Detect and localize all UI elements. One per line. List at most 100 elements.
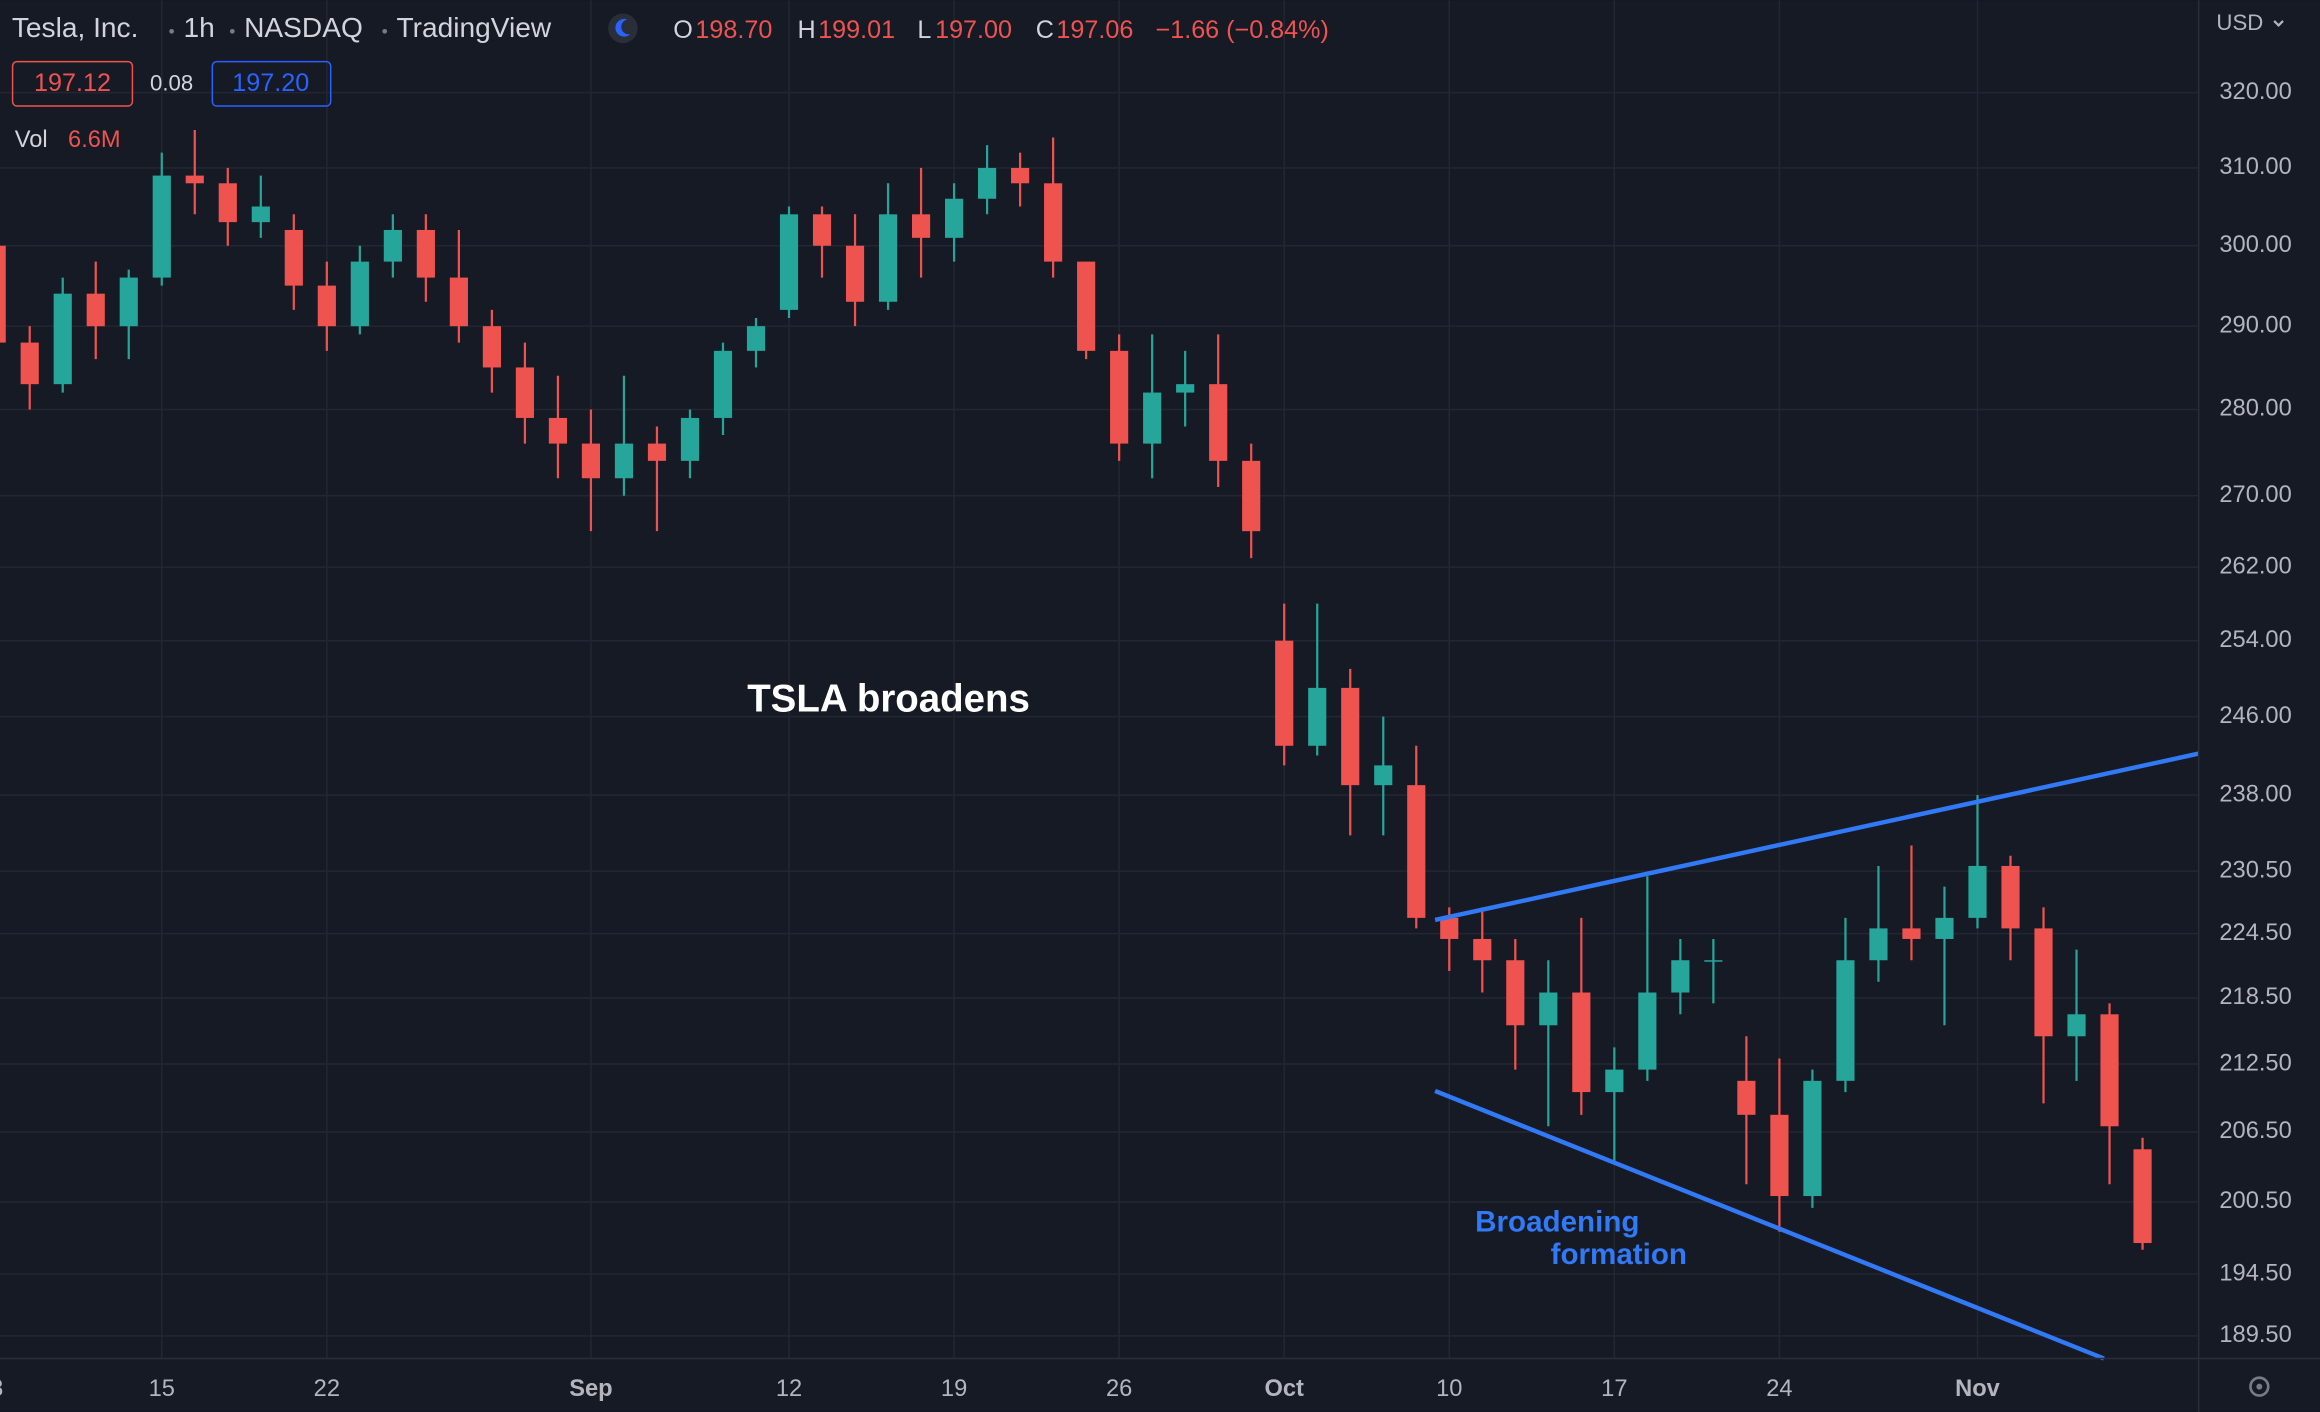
y-tick-label: 310.00 (2219, 154, 2291, 180)
change: −1.66 (−0.84%) (1156, 16, 1329, 44)
candle-body (449, 277, 468, 327)
x-tick-label: 15 (149, 1376, 175, 1402)
x-tick-label: 12 (776, 1376, 802, 1402)
ohlc-value: 198.70 (695, 16, 772, 44)
candle-body (1077, 261, 1096, 351)
candle-body (1902, 928, 1921, 939)
separator (382, 28, 388, 34)
volume-label: Vol (15, 127, 48, 153)
x-tick-label: 19 (941, 1376, 967, 1402)
market-status-icon[interactable] (608, 13, 638, 44)
trend-line (1434, 751, 2200, 923)
separator (229, 28, 235, 34)
candle-body (548, 417, 568, 444)
candle-body (416, 229, 435, 278)
currency[interactable]: USD (2216, 10, 2263, 35)
y-tick-label: 270.00 (2219, 482, 2291, 508)
candle-body (1572, 992, 1591, 1093)
candle-body (680, 417, 700, 461)
x-tick-label: Nov (1955, 1376, 2001, 1402)
candle-body (218, 183, 237, 223)
symbol[interactable]: Tesla, Inc. (12, 12, 139, 43)
trend-line (1434, 1088, 2105, 1361)
bid-box[interactable] (11, 60, 134, 107)
candle-body (1176, 384, 1195, 393)
candle-body (845, 245, 865, 302)
gear[interactable] (2249, 1376, 2270, 1397)
annotation: Broadening (1475, 1206, 1639, 1239)
candle-body (1770, 1114, 1789, 1197)
candle-body (383, 229, 402, 262)
candle-body (482, 326, 501, 368)
candle-body (1011, 167, 1030, 184)
candle-body (86, 293, 105, 327)
candle-body (1638, 992, 1657, 1070)
y-tick-label: 218.50 (2219, 984, 2291, 1010)
axes: 320.00 310.00 300.00 290.00 280.00 270.00 262.… (0, 79, 2292, 1402)
x-tick-label: Sep (569, 1376, 612, 1402)
candle-body (1374, 765, 1393, 786)
candle-body (1110, 350, 1129, 444)
candle-body (152, 175, 171, 278)
y-tick-label: 238.00 (2219, 781, 2291, 807)
candle-body (251, 206, 270, 223)
x-tick-label: 22 (314, 1376, 340, 1402)
candle-body (1473, 938, 1492, 961)
y-tick-label: 300.00 (2219, 232, 2291, 258)
candle-body (350, 261, 369, 327)
candle-body (2133, 1149, 2152, 1244)
candle-body (317, 285, 336, 327)
candle-body (1803, 1080, 1822, 1197)
candles (0, 129, 2200, 1361)
candle-body (1506, 960, 1525, 1026)
candle-body (1440, 917, 1459, 939)
candle-body (581, 443, 601, 479)
ohlc-value: 197.06 (1056, 16, 1133, 44)
candle-body (20, 342, 39, 385)
x-tick-label: 10 (1436, 1376, 1462, 1402)
ohlc-label: L (917, 16, 931, 44)
x-tick-label: 17 (1601, 1376, 1627, 1402)
candle-body (119, 277, 138, 327)
candle-body (2100, 1014, 2119, 1127)
settings-icon[interactable] (2249, 1376, 2270, 1397)
y-tick-label: 224.50 (2219, 920, 2291, 946)
candle-body (1242, 460, 1261, 532)
source: TradingView (397, 12, 552, 43)
ohlc-value: 197.00 (935, 16, 1012, 44)
candle-body (1935, 917, 1954, 939)
gear-center (2256, 1383, 2263, 1390)
candle-body (1275, 640, 1294, 746)
candle-body (614, 443, 634, 479)
interval[interactable]: 1h (183, 12, 214, 43)
candle-body (2034, 928, 2053, 1037)
candle-body (1308, 687, 1327, 746)
ask-box[interactable] (211, 60, 332, 107)
y-tick-label: 212.50 (2219, 1050, 2291, 1076)
y-tick-label: 280.00 (2219, 396, 2291, 422)
ohlc-label: O (673, 16, 693, 44)
moon-icon (615, 18, 631, 37)
candle-body (779, 214, 799, 310)
candle-body (1044, 183, 1063, 262)
candle-body (0, 245, 6, 343)
y-tick-label: 254.00 (2219, 627, 2291, 653)
candle-body (1671, 960, 1690, 993)
y-tick-label: 194.50 (2219, 1260, 2291, 1286)
candle-body (284, 229, 303, 286)
spread: 0.08 (150, 70, 193, 95)
candle-body (713, 350, 733, 418)
candle-body (1539, 992, 1558, 1026)
y-tick-label: 262.00 (2219, 553, 2291, 579)
ohlc-label: H (798, 16, 816, 44)
y-tick-label: 206.50 (2219, 1118, 2291, 1144)
candle-body (1143, 392, 1162, 444)
candle-body (2067, 1014, 2086, 1037)
ask[interactable]: 197.20 (232, 69, 309, 97)
y-tick-label: 189.50 (2219, 1322, 2291, 1348)
candle-body (1704, 960, 1723, 962)
bid[interactable]: 197.12 (34, 69, 111, 97)
y-tick-label: 230.50 (2219, 857, 2291, 883)
ohlc-label: C (1036, 16, 1054, 44)
